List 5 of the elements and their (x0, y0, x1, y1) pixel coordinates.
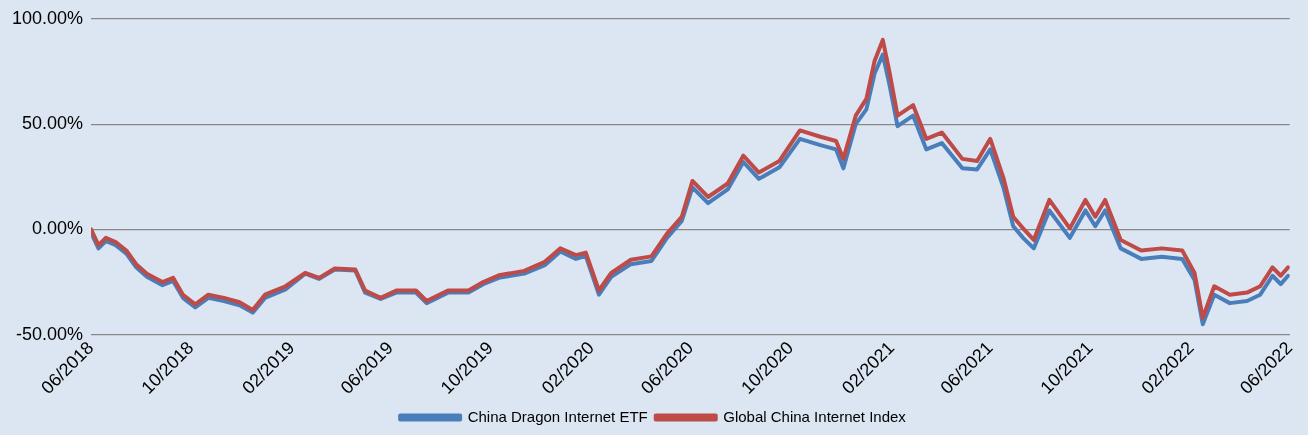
y-tick-label: 100.00% (12, 7, 84, 28)
legend-label: Global China Internet Index (723, 407, 907, 425)
legend-label: China Dragon Internet ETF (467, 407, 648, 425)
y-tick-label: 0.00% (32, 218, 84, 239)
y-tick-label: 50.00% (22, 113, 84, 134)
